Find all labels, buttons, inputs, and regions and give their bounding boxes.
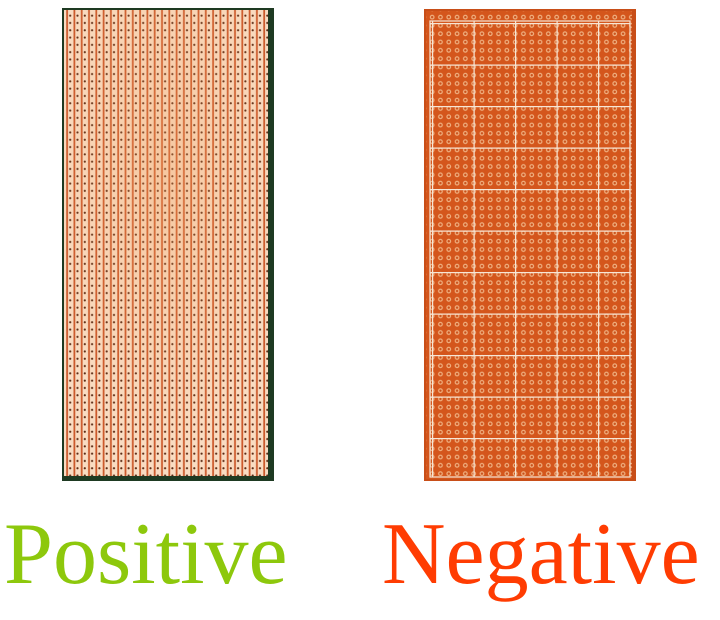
negative-perfboard-image <box>424 9 636 481</box>
positive-label: Positive <box>4 506 288 603</box>
negative-label: Negative <box>382 506 700 603</box>
positive-stripboard-image <box>62 8 274 481</box>
